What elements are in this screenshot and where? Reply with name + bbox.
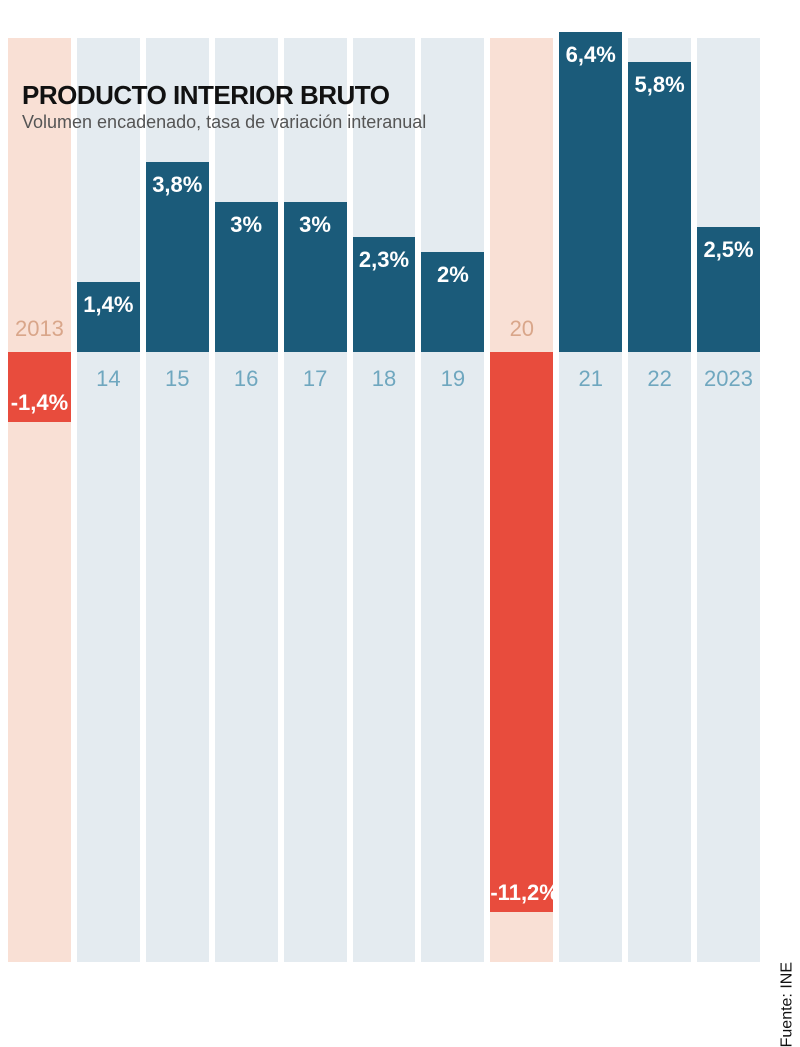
chart-value-label: 3% (215, 212, 278, 238)
chart-year-label: 21 (559, 366, 622, 392)
chart-year-label: 16 (215, 366, 278, 392)
chart-year-label: 2013 (8, 316, 71, 342)
chart-year-label: 2023 (697, 366, 760, 392)
chart-column-bg (77, 38, 140, 962)
chart-bar (559, 32, 622, 352)
chart-column-bg (215, 38, 278, 962)
chart-column-bg (284, 38, 347, 962)
chart-value-label: 2,3% (353, 247, 416, 273)
chart-year-label: 15 (146, 366, 209, 392)
chart-source: Fuente: INE (778, 962, 796, 1047)
chart-year-label: 19 (421, 366, 484, 392)
chart-year-label: 18 (353, 366, 416, 392)
chart-value-label: 3,8% (146, 172, 209, 198)
chart-year-label: 14 (77, 366, 140, 392)
chart-bar (628, 62, 691, 352)
chart-column-bg (421, 38, 484, 962)
chart-value-label: 1,4% (77, 292, 140, 318)
chart-subtitle: Volumen encadenado, tasa de variación in… (22, 112, 426, 133)
chart-value-label: 3% (284, 212, 347, 238)
chart-value-label: -11,2% (490, 880, 553, 906)
chart-year-label: 17 (284, 366, 347, 392)
chart-column-bg (8, 38, 71, 962)
chart-value-label: -1,4% (8, 390, 71, 416)
chart-value-label: 2,5% (697, 237, 760, 263)
chart-year-label: 22 (628, 366, 691, 392)
chart-value-label: 2% (421, 262, 484, 288)
chart-value-label: 5,8% (628, 72, 691, 98)
chart-column-bg (697, 38, 760, 962)
chart-canvas: Fuente: INE -1,4%20131,4%143,8%153%163%1… (0, 0, 800, 1001)
chart-value-label: 6,4% (559, 42, 622, 68)
chart-title: PRODUCTO INTERIOR BRUTO (22, 80, 389, 111)
chart-bar (490, 352, 553, 912)
chart-column-bg (353, 38, 416, 962)
chart-year-label: 20 (490, 316, 553, 342)
